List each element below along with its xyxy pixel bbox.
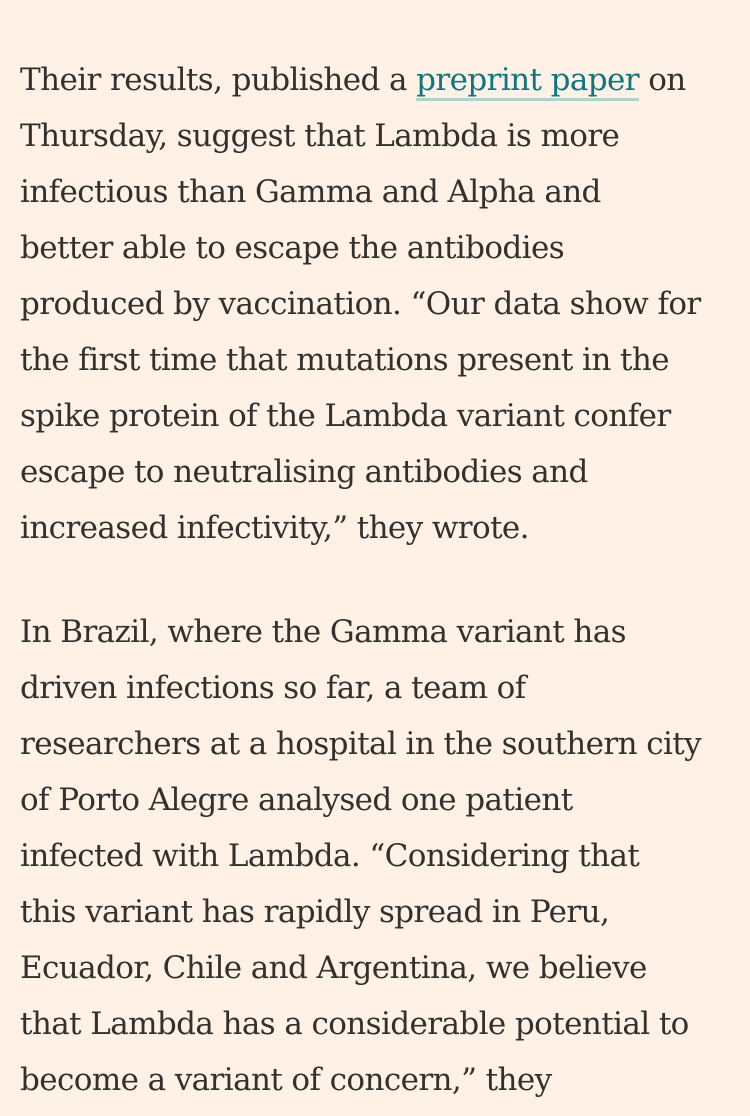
- text-line: Their results, published a preprint pape…: [20, 52, 750, 108]
- text-segment: on: [638, 62, 686, 98]
- text-line: driven infections so far, a team of: [20, 670, 526, 706]
- text-line: the first time that mutations present in…: [20, 342, 670, 378]
- text-line: researchers at a hospital in the souther…: [20, 726, 702, 762]
- text-line: infected with Lambda. “Considering that: [20, 838, 640, 874]
- text-line: this variant has rapidly spread in Peru,: [20, 894, 610, 930]
- text-line: Ecuador, Chile and Argentina, we believe: [20, 950, 647, 986]
- text-line: produced by vaccination. “Our data show …: [20, 286, 701, 322]
- text-line: escape to neutralising antibodies and: [20, 454, 588, 490]
- text-line: spike protein of the Lambda variant conf…: [20, 398, 671, 434]
- paragraph-brazil: In Brazil, where the Gamma variant has d…: [20, 604, 750, 1108]
- text-line: In Brazil, where the Gamma variant has: [20, 614, 627, 650]
- text-line: infectious than Gamma and Alpha and: [20, 174, 601, 210]
- text-line: that Lambda has a considerable potential…: [20, 1006, 689, 1042]
- preprint-paper-link[interactable]: preprint paper: [416, 62, 640, 101]
- paragraph-results: Their results, published a preprint pape…: [20, 52, 750, 556]
- text-line: increased infectivity,” they wrote.: [20, 510, 530, 546]
- text-segment: Their results, published a: [20, 62, 417, 98]
- text-line: Thursday, suggest that Lambda is more: [20, 118, 620, 154]
- text-line: become a variant of concern,” they: [20, 1062, 552, 1098]
- paragraph-spacer: [20, 556, 750, 604]
- text-line: better able to escape the antibodies: [20, 230, 565, 266]
- text-line: of Porto Alegre analysed one patient: [20, 782, 573, 818]
